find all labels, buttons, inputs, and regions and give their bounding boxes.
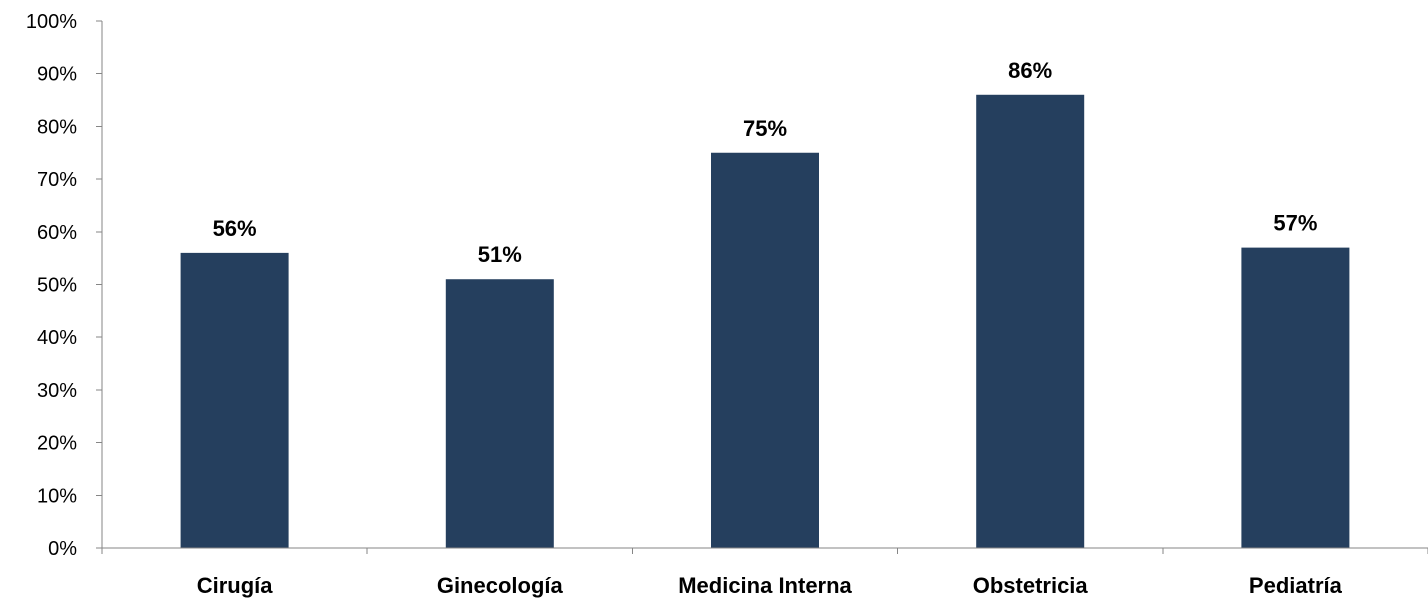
data-label: 56% (213, 216, 257, 241)
data-label: 86% (1008, 58, 1052, 83)
y-tick-label: 50% (37, 275, 77, 297)
bar (976, 94, 1085, 548)
y-tick-label: 40% (37, 327, 77, 349)
y-tick-label: 70% (37, 169, 77, 191)
y-tick-label: 30% (37, 380, 77, 402)
y-tick-label: 60% (37, 222, 77, 244)
category-label: Medicina Interna (678, 573, 852, 598)
y-ticks: 0% 10% 20% 30% 40% 50% 60% 70% 80% 90% 100% (26, 11, 102, 560)
y-tick-label: 80% (37, 116, 77, 138)
category-label: Cirugía (197, 573, 274, 598)
bar (1241, 247, 1350, 549)
data-label: 57% (1273, 211, 1317, 236)
category-label: Ginecología (437, 573, 564, 598)
y-tick-label: 0% (48, 538, 77, 560)
category-label: Obstetricia (973, 573, 1089, 598)
data-label: 75% (743, 116, 787, 141)
x-ticks: Cirugía Ginecología Medicina Interna Obstet… (101, 548, 1428, 598)
category-label: Pediatría (1249, 573, 1343, 598)
bar (711, 152, 819, 548)
bars-layer (180, 94, 1350, 549)
bar (445, 279, 554, 548)
y-tick-label: 10% (37, 485, 77, 507)
y-tick-label: 90% (37, 64, 77, 86)
data-labels: 56% 51% 75% 86% 57% (213, 58, 1318, 267)
bar (180, 252, 289, 548)
y-tick-label: 20% (37, 433, 77, 455)
data-label: 51% (478, 242, 522, 267)
y-tick-label: 100% (26, 11, 77, 33)
